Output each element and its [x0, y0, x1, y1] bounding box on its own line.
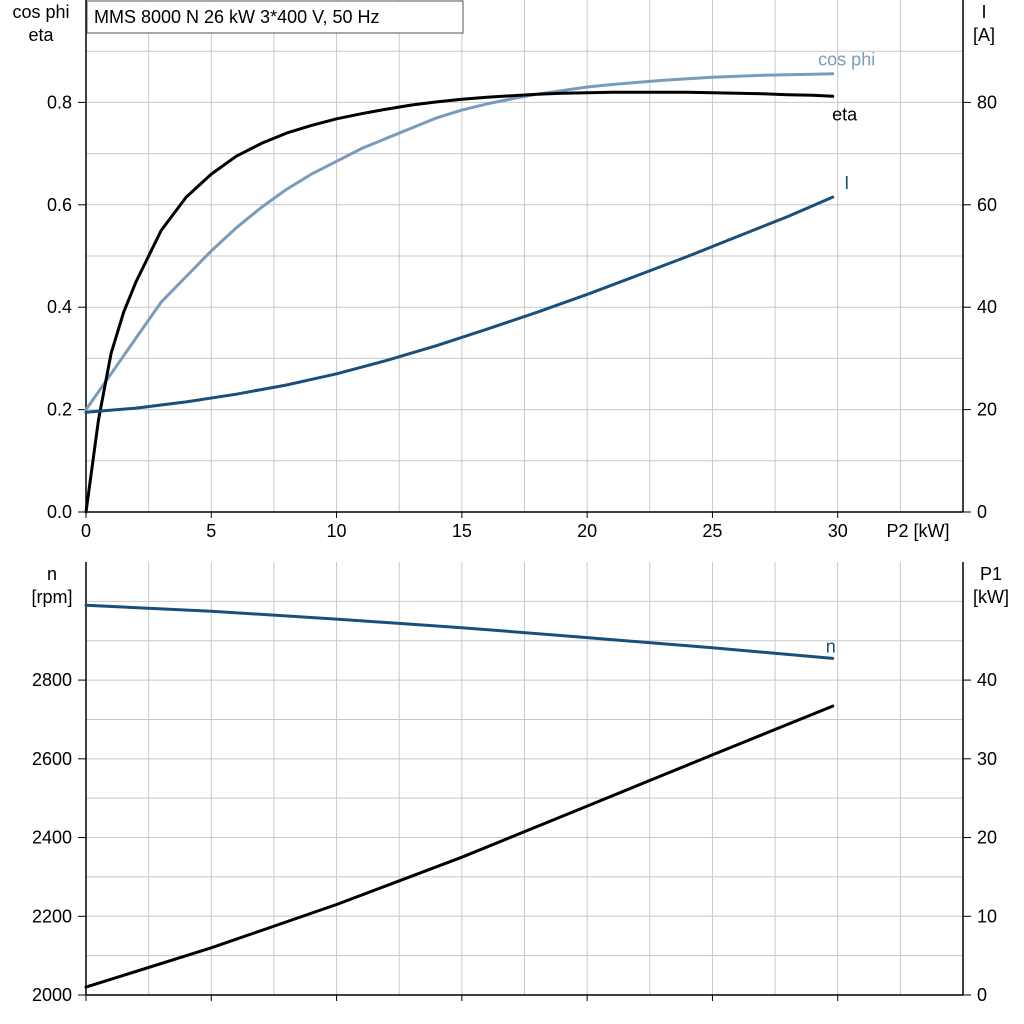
- x-tick-label: 5: [206, 521, 216, 541]
- right-axis-label: P1: [980, 564, 1002, 584]
- x-tick-label: 15: [452, 521, 472, 541]
- right-tick-label: 80: [977, 92, 997, 112]
- right-tick-label: 0: [977, 985, 987, 1005]
- top-plot: 0.0 0.2 0.4 0.6 0.8 0 20 40 60 80 0 5 10 15 20 25 30 P2 […: [12, 0, 997, 541]
- series-label-i: I: [844, 173, 849, 193]
- left-tick-label: 0.4: [47, 297, 72, 317]
- chart-title: MMS 8000 N 26 kW 3*400 V, 50 Hz: [94, 7, 379, 27]
- left-tick-label: 2000: [32, 985, 72, 1005]
- left-axis-label: cos phi: [12, 2, 69, 22]
- series-line-eta: [84, 90, 835, 514]
- left-tick-label: 2400: [32, 828, 72, 848]
- left-tick-label: 0.8: [47, 92, 72, 112]
- series-label-cos-phi: cos phi: [818, 50, 875, 70]
- title-box: [86, 0, 464, 34]
- left-tick-label: 2800: [32, 670, 72, 690]
- left-tick-label: 0.0: [47, 502, 72, 522]
- x-tick-label: 25: [702, 521, 722, 541]
- right-tick-label: 40: [977, 670, 997, 690]
- left-tick-label: 0.2: [47, 400, 72, 420]
- series-line-cos-phi: [84, 72, 835, 412]
- left-axis-label: n: [47, 564, 57, 584]
- x-tick-label: 10: [327, 521, 347, 541]
- right-axis-label: [A]: [973, 25, 995, 45]
- left-axis-label: eta: [28, 25, 54, 45]
- right-tick-label: 20: [977, 400, 997, 420]
- right-tick-label: 20: [977, 828, 997, 848]
- series-label-eta: eta: [832, 104, 858, 124]
- left-tick-label: 0.6: [47, 195, 72, 215]
- series-label-n: n: [826, 636, 836, 656]
- left-axis-label: [rpm]: [31, 587, 72, 607]
- x-tick-label: 20: [577, 521, 597, 541]
- left-tick-label: 2600: [32, 749, 72, 769]
- series-line-i: [84, 195, 835, 414]
- right-tick-label: 60: [977, 195, 997, 215]
- series-line-p1: [84, 704, 835, 989]
- right-axis-label: [kW]: [973, 587, 1009, 607]
- right-axis-label: I: [981, 2, 986, 22]
- x-tick-label: 0: [81, 521, 91, 541]
- bottom-plot: 2000 2200 2400 2600 2800 0 10 20 30 40 n [rpm] P1 [kW…: [31, 562, 1009, 1005]
- series-line-n: [84, 603, 835, 660]
- right-tick-label: 0: [977, 502, 987, 522]
- right-tick-label: 30: [977, 749, 997, 769]
- left-tick-label: 2200: [32, 906, 72, 926]
- x-tick-label: 30: [828, 521, 848, 541]
- right-tick-label: 40: [977, 297, 997, 317]
- right-tick-label: 10: [977, 906, 997, 926]
- x-axis-label: P2 [kW]: [886, 521, 949, 541]
